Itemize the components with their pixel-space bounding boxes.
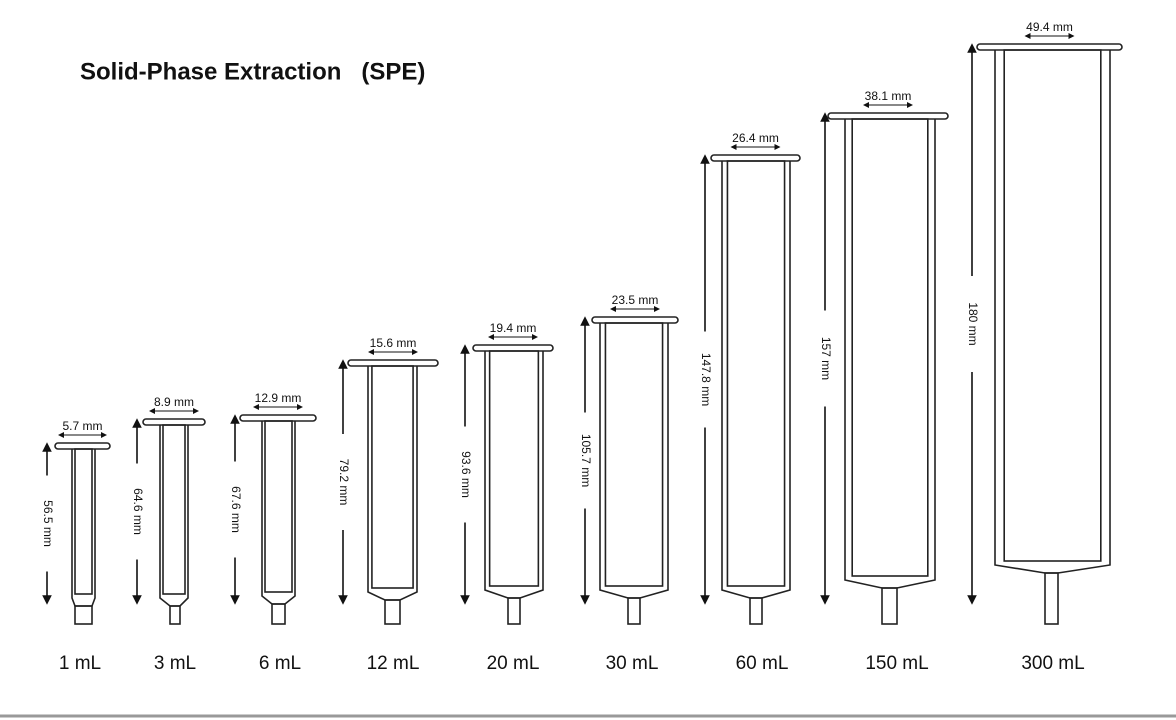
height-label: 56.5 mm: [41, 500, 55, 547]
body: [261, 421, 296, 605]
height-label: 105.7 mm: [579, 434, 593, 487]
inner-wall: [604, 322, 664, 587]
inner-wall: [726, 160, 786, 587]
width-label: 49.4 mm: [1026, 20, 1073, 34]
volume-label: 3 mL: [154, 653, 196, 674]
volume-label: 30 mL: [606, 653, 659, 674]
height-label: 147.8 mm: [699, 353, 713, 406]
height-label: 67.6 mm: [229, 486, 243, 533]
tip: [169, 605, 181, 625]
inner-wall: [371, 365, 414, 589]
tip: [1044, 572, 1059, 625]
inner-wall: [264, 420, 293, 593]
tip: [384, 599, 401, 625]
cartridge: 8.9 mm 64.6 mm 3 mL: [131, 395, 206, 674]
body: [994, 50, 1111, 574]
inner-wall: [162, 424, 186, 595]
width-label: 38.1 mm: [865, 89, 912, 103]
height-label: 180 mm: [966, 302, 980, 345]
flange: [591, 316, 679, 324]
cartridge: 49.4 mm 180 mm 300 mL: [966, 20, 1123, 674]
tip: [271, 603, 286, 625]
cartridge: 12.9 mm 67.6 mm 6 mL: [229, 391, 317, 674]
body: [367, 366, 418, 601]
volume-label: 300 mL: [1021, 653, 1084, 674]
inner-wall: [488, 350, 540, 587]
width-label: 23.5 mm: [612, 293, 659, 307]
flange: [710, 154, 801, 162]
cartridge: 15.6 mm 79.2 mm 12 mL: [337, 336, 439, 674]
body: [721, 161, 791, 599]
width-label: 15.6 mm: [370, 336, 417, 350]
width-label: 8.9 mm: [154, 395, 194, 409]
inner-wall: [74, 448, 93, 595]
height-label: 79.2 mm: [337, 459, 351, 506]
flange: [472, 344, 554, 352]
height-label: 64.6 mm: [131, 488, 145, 535]
body: [599, 323, 669, 599]
cartridge: 26.4 mm 147.8 mm 60 mL: [699, 131, 801, 674]
body: [159, 425, 189, 607]
volume-label: 20 mL: [487, 653, 540, 674]
width-label: 19.4 mm: [490, 321, 537, 335]
tip: [627, 597, 641, 625]
cartridge: 23.5 mm 105.7 mm 30 mL: [579, 293, 679, 674]
width-label: 5.7 mm: [62, 419, 102, 433]
cartridge: 19.4 mm 93.6 mm 20 mL: [459, 321, 554, 674]
height-label: 157 mm: [819, 337, 833, 380]
cartridge: 38.1 mm 157 mm 150 mL: [819, 89, 949, 674]
inner-wall: [1003, 49, 1102, 562]
tip: [881, 587, 898, 625]
flange: [976, 43, 1123, 51]
volume-label: 1 mL: [59, 653, 101, 674]
width-label: 12.9 mm: [255, 391, 302, 405]
flange: [239, 414, 317, 422]
flange: [142, 418, 206, 426]
flange: [827, 112, 949, 120]
body: [844, 119, 936, 589]
tip: [74, 605, 93, 625]
title: Solid-Phase Extraction (SPE): [80, 58, 425, 85]
tip: [749, 597, 763, 625]
height-label: 93.6 mm: [459, 451, 473, 498]
volume-label: 60 mL: [736, 653, 789, 674]
volume-label: 6 mL: [259, 653, 301, 674]
cartridge: 5.7 mm 56.5 mm 1 mL: [41, 419, 111, 674]
inner-wall: [851, 118, 929, 577]
volume-label: 150 mL: [865, 653, 928, 674]
volume-label: 12 mL: [367, 653, 420, 674]
body: [484, 351, 544, 599]
flange: [54, 442, 111, 450]
width-label: 26.4 mm: [732, 131, 779, 145]
tip: [507, 597, 521, 625]
flange: [347, 359, 439, 367]
